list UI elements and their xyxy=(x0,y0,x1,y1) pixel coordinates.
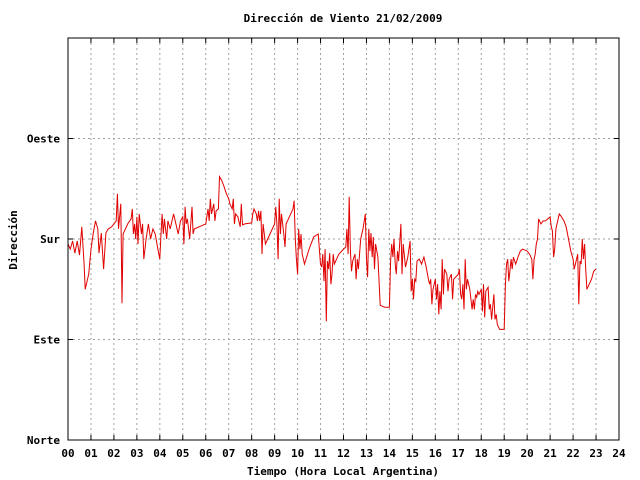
y-tick-labels: Norte Este Sur Oeste xyxy=(27,133,60,448)
x-tick-label: 19 xyxy=(498,447,511,460)
x-tick-label: 10 xyxy=(291,447,304,460)
x-tick-label: 07 xyxy=(222,447,235,460)
x-tick-labels: 00 01 02 03 04 05 06 07 08 09 10 11 12 13 14 15 16 17 18 19… xyxy=(61,447,626,460)
x-tick-label: 14 xyxy=(383,447,397,460)
x-tick-label: 23 xyxy=(589,447,602,460)
x-tick-label: 01 xyxy=(84,447,98,460)
x-tick-label: 17 xyxy=(452,447,465,460)
y-tick-label: Oeste xyxy=(27,133,60,146)
x-axis-label: Tiempo (Hora Local Argentina) xyxy=(247,465,439,478)
x-tick-label: 09 xyxy=(268,447,281,460)
x-tick-label: 22 xyxy=(566,447,579,460)
y-tick-label: Este xyxy=(34,334,61,347)
y-axis-label: Dirección xyxy=(7,210,20,270)
x-tick-label: 11 xyxy=(314,447,328,460)
x-tick-label: 02 xyxy=(107,447,120,460)
x-tick-label: 18 xyxy=(475,447,488,460)
x-tick-label: 12 xyxy=(337,447,350,460)
x-tick-label: 24 xyxy=(612,447,626,460)
x-tick-label: 13 xyxy=(360,447,373,460)
x-tick-label: 06 xyxy=(199,447,213,460)
x-tick-label: 03 xyxy=(130,447,143,460)
series-line-0 xyxy=(67,174,597,330)
x-tick-label: 05 xyxy=(176,447,189,460)
y-tick-label: Sur xyxy=(40,233,60,246)
chart-title: Dirección de Viento 21/02/2009 xyxy=(244,12,443,25)
x-tick-label: 08 xyxy=(245,447,258,460)
x-tick-label: 20 xyxy=(521,447,534,460)
x-tick-label: 00 xyxy=(61,447,74,460)
x-tick-label: 16 xyxy=(429,447,443,460)
x-tick-label: 21 xyxy=(544,447,558,460)
series-layer xyxy=(67,174,597,330)
plot-frame xyxy=(67,37,620,441)
y-tick-label: Norte xyxy=(27,434,60,447)
x-tick-label: 15 xyxy=(406,447,419,460)
x-tick-label: 04 xyxy=(153,447,167,460)
